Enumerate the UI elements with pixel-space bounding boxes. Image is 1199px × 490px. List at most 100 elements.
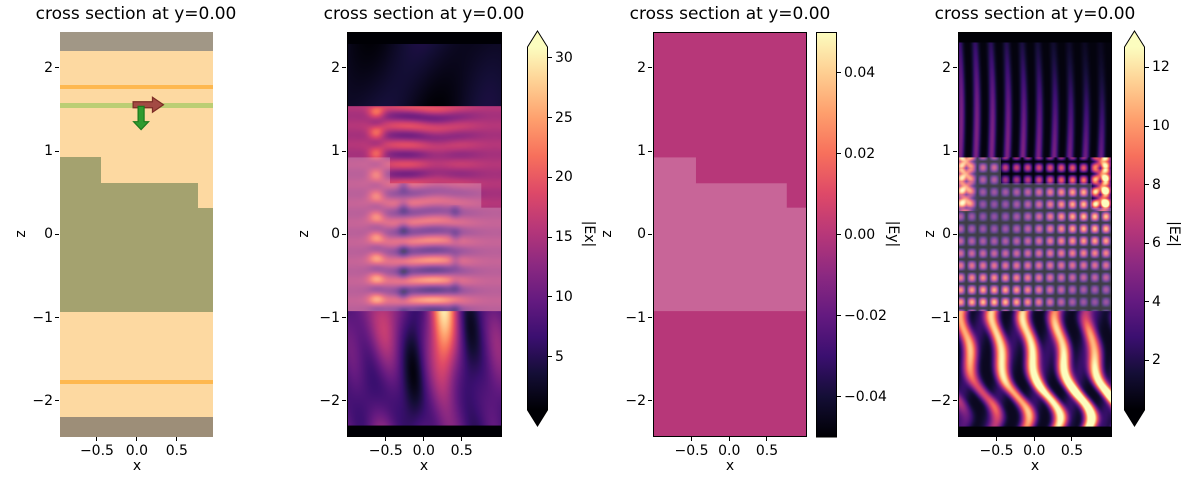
z-tick-label: 0 (637, 226, 646, 243)
x-tick-label: 0.5 (165, 443, 188, 459)
ex-field-heatmap (348, 33, 501, 436)
ey-colorbar-tick-mark (837, 72, 841, 73)
x-tick-mark (96, 437, 98, 441)
z-tick-label: −1 (930, 309, 951, 326)
ey-colorbar-tick-label: 0.00 (844, 226, 876, 243)
x-tick-mark (461, 437, 463, 441)
source-polarization-arrow (132, 105, 150, 131)
source-direction-arrow (132, 96, 165, 114)
ex-colorbar-tick-label: 5 (555, 348, 564, 365)
ez-colorbar-tick-mark (1145, 66, 1149, 68)
z-tick-mark (953, 233, 957, 235)
ex-colorbar-tick-mark (548, 356, 552, 358)
x-tick-label: −0.5 (674, 443, 709, 459)
ex-colorbar-tick-mark (548, 57, 552, 59)
z-tick-label: 2 (331, 59, 340, 76)
z-tick-label: −2 (930, 392, 951, 409)
x-tick-label: 0.0 (125, 443, 149, 459)
z-tick-mark (55, 400, 59, 402)
z-tick-label: 0 (331, 226, 340, 243)
z-tick-label: 2 (637, 59, 646, 76)
x-tick-label: −0.5 (79, 443, 114, 459)
ey-xlabel: x (725, 458, 735, 474)
ex-colorbar-tick-label: 15 (555, 229, 573, 246)
x-tick-mark (691, 437, 692, 441)
x-tick-label: 0.5 (450, 443, 473, 459)
z-tick-label: 0 (44, 226, 53, 243)
z-tick-mark (953, 317, 957, 319)
z-tick-mark (342, 233, 346, 235)
ez-colorbar-tick-label: 6 (1152, 235, 1161, 252)
x-tick-label: 0.5 (1060, 443, 1084, 459)
ex-plot-area (347, 32, 502, 437)
ey-colorbar-tick-label: 0.04 (844, 64, 876, 81)
z-tick-mark (55, 233, 59, 235)
x-tick-mark (1071, 437, 1073, 441)
x-tick-mark (766, 437, 768, 441)
x-tick-mark (385, 437, 387, 441)
ey-field-heatmap (654, 33, 806, 436)
ex-colorbar-tick-mark (548, 117, 552, 119)
device-step-mid (60, 182, 199, 208)
z-tick-label: 1 (942, 143, 951, 160)
x-tick-label: −0.5 (368, 443, 403, 459)
ez-colorbar-tick-mark (1145, 359, 1149, 361)
x-tick-mark (728, 437, 730, 441)
ey-colorbar (816, 32, 837, 438)
z-tick-label: −1 (32, 309, 53, 326)
z-tick-label: −1 (625, 309, 646, 326)
ez-colorbar-tick-label: 10 (1152, 118, 1170, 135)
structure-arrows (132, 96, 165, 131)
z-tick-label: 1 (637, 143, 646, 160)
z-tick-label: −2 (319, 392, 340, 409)
ey-colorbar-tick-mark (837, 396, 841, 397)
ex-xlabel: x (419, 458, 429, 474)
z-tick-mark (648, 150, 652, 152)
ex-colorbar-tick-label: 25 (555, 109, 573, 126)
x-tick-label: 0.0 (1023, 443, 1046, 459)
panel-ey-title: cross section at y=0.00 (629, 4, 831, 24)
z-tick-mark (648, 67, 652, 69)
ez-colorbar-tick-label: 2 (1152, 352, 1161, 369)
ez-colorbar-tick-mark (1145, 301, 1149, 303)
ez-colorbar (1124, 30, 1145, 427)
ez-colorbar-tick-label: 8 (1152, 176, 1161, 193)
ey-colorbar-tick-label: −0.04 (844, 388, 887, 405)
ex-colorbar-tick-label: 30 (555, 49, 573, 66)
device-slab (60, 207, 213, 312)
ex-colorbar-tick-label: 10 (555, 288, 573, 305)
ez-xlabel: x (1030, 458, 1040, 474)
z-tick-mark (55, 150, 59, 152)
x-tick-mark (1033, 437, 1035, 441)
z-tick-mark (953, 400, 957, 402)
z-tick-mark (342, 317, 346, 319)
z-tick-mark (953, 150, 957, 152)
x-tick-mark (423, 437, 425, 441)
device-step-left (60, 156, 101, 183)
structure-xlabel: x (132, 458, 142, 474)
z-tick-label: 1 (44, 143, 53, 160)
ez-colorbar-tick-mark (1145, 242, 1149, 244)
x-tick-label: 0.5 (755, 443, 779, 459)
ey-colorbar-tick-label: 0.02 (844, 145, 876, 162)
ex-colorbar-tick-mark (548, 296, 552, 298)
monitor-line-top (60, 84, 213, 89)
z-tick-label: −1 (319, 309, 340, 326)
ez-colorbar-tick-label: 12 (1152, 59, 1170, 76)
ey-colorbar-tick-label: −0.02 (844, 307, 887, 324)
z-tick-label: −2 (32, 392, 53, 409)
panel-ex-title: cross section at y=0.00 (323, 4, 525, 24)
ex-colorbar-label: |Ex| (581, 220, 597, 248)
z-tick-label: −2 (625, 392, 646, 409)
panel-ez-title: cross section at y=0.00 (934, 4, 1136, 24)
x-tick-label: 0.0 (412, 443, 435, 459)
z-tick-mark (648, 400, 652, 402)
z-tick-mark (55, 317, 59, 319)
x-tick-mark (996, 437, 997, 441)
x-tick-label: −0.5 (979, 443, 1014, 459)
monitor-line-bottom (60, 379, 213, 385)
z-tick-mark (648, 317, 652, 319)
z-tick-mark (342, 150, 346, 152)
ez-colorbar-tick-mark (1145, 125, 1149, 127)
